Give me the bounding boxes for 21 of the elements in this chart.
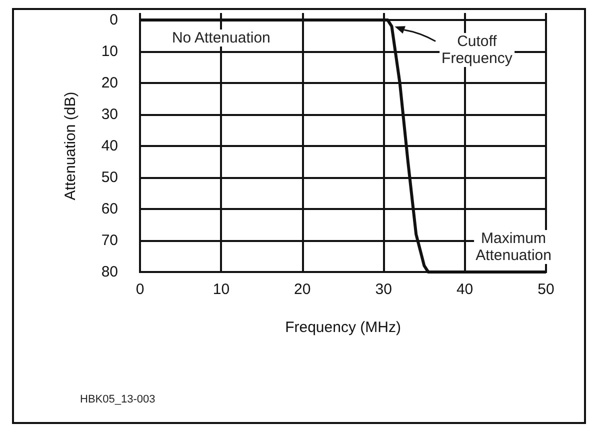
text: HBK05_13-003: [79, 392, 156, 408]
y-tick-label: 0: [110, 12, 118, 28]
y-tick-label: 70: [101, 232, 118, 249]
x-tick-label: 20: [294, 281, 311, 298]
annotation: Cutoff Frequency: [440, 33, 514, 68]
y-tick-label: 20: [101, 74, 118, 92]
y-axis-title: Attenuation (dB): [62, 92, 79, 200]
annotation: No Attenuation: [170, 29, 272, 46]
x-tick-label: 10: [212, 281, 230, 298]
x-tick-label: 50: [538, 281, 554, 298]
x-tick-label: 40: [456, 281, 474, 298]
x-axis-title: Frequency (MHz): [285, 319, 401, 336]
y-tick-label: 80: [101, 264, 118, 280]
y-tick-label: 30: [101, 106, 118, 123]
y-tick-label: 10: [101, 43, 118, 60]
annotation: Maximum Attenuation: [474, 230, 554, 264]
x-tick-label: 0: [136, 281, 144, 298]
y-tick-label: 50: [101, 169, 118, 186]
y-tick-label: 60: [101, 200, 118, 218]
y-tick-label: 40: [101, 138, 118, 154]
x-tick-label: 30: [375, 281, 392, 298]
